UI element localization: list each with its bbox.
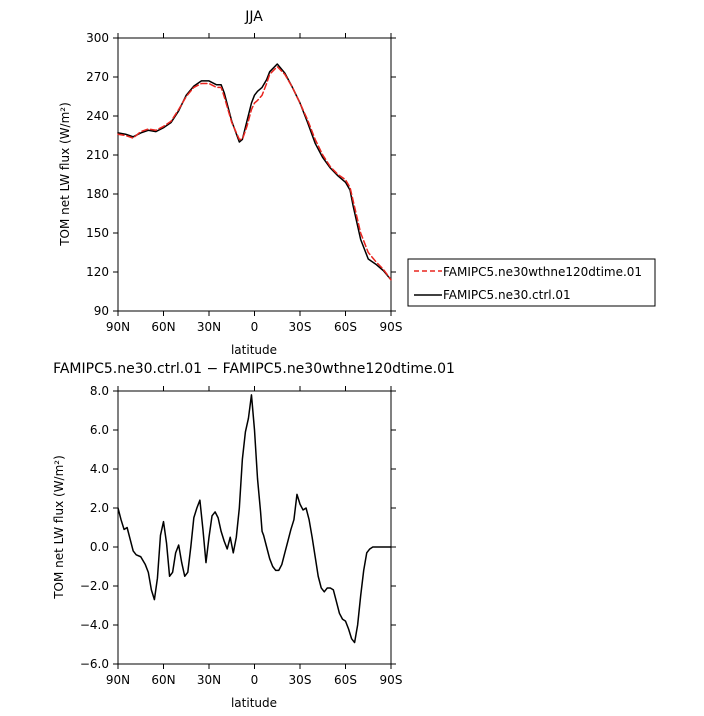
- top-y-tick-label: 210: [86, 148, 109, 162]
- bottom-x-tick-label: 30S: [289, 673, 312, 687]
- top-x-tick-label: 0: [251, 320, 259, 334]
- top-series-line-1: [117, 63, 392, 281]
- top-y-tick-label: 150: [86, 226, 109, 240]
- top-series-line-0: [117, 65, 392, 281]
- top-x-tick-label: 90S: [380, 320, 403, 334]
- top-y-tick-label: 90: [94, 304, 109, 318]
- legend-box: [407, 258, 656, 307]
- bottom-x-axis-label: latitude: [231, 696, 277, 710]
- top-x-tick-label: 30S: [289, 320, 312, 334]
- top-plot-frame: [117, 37, 392, 312]
- bottom-y-tick-label: 4.0: [90, 462, 109, 476]
- bottom-panel: FAMIPC5.ne30.ctrl.01 − FAMIPC5.ne30wthne…: [52, 361, 455, 710]
- top-y-tick-label: 270: [86, 70, 109, 84]
- top-y-tick-label: 300: [86, 31, 109, 45]
- top-series: [117, 63, 392, 281]
- bottom-x-tick-label: 60N: [151, 673, 175, 687]
- bottom-y-tick-label: −6.0: [80, 657, 109, 671]
- bottom-x-tick-label: 0: [251, 673, 259, 687]
- bottom-x-tick-label: 30N: [197, 673, 221, 687]
- top-panel: JJA 90N 60N 30N 0 30S 60S 90S 90 120 150 180 210 240…: [58, 9, 656, 357]
- bottom-x-tick-label: 90N: [106, 673, 130, 687]
- bottom-chart-title: FAMIPC5.ne30.ctrl.01 − FAMIPC5.ne30wthne…: [53, 361, 455, 377]
- legend-label-ctrl: FAMIPC5.ne30.ctrl.01: [443, 288, 571, 302]
- top-y-tick-label: 180: [86, 187, 109, 201]
- bottom-y-tick-label: 8.0: [90, 384, 109, 398]
- bottom-series: [117, 394, 392, 644]
- bottom-x-tick-label: 60S: [334, 673, 357, 687]
- top-x-tick-label: 30N: [197, 320, 221, 334]
- bottom-y-tick-label: −2.0: [80, 579, 109, 593]
- bottom-series-line-0: [117, 394, 392, 644]
- top-y-tick-label: 240: [86, 109, 109, 123]
- top-y-axis-label: TOM net LW flux (W/m²): [58, 102, 72, 247]
- top-x-tick-label: 60N: [151, 320, 175, 334]
- bottom-x-tick-label: 90S: [380, 673, 403, 687]
- bottom-ticks: 90N 60N 30N 0 30S 60S 90S −6.0 −4.0 −2.0 0.0 2.0 4.0…: [80, 384, 403, 687]
- top-chart-title: JJA: [244, 9, 263, 25]
- top-ticks: 90N 60N 30N 0 30S 60S 90S 90 120 150 180 210 240 270 3…: [86, 31, 402, 334]
- bottom-y-tick-label: 6.0: [90, 423, 109, 437]
- top-legend: FAMIPC5.ne30wthne120dtime.01 FAMIPC5.ne3…: [407, 258, 656, 307]
- bottom-y-axis-label: TOM net LW flux (W/m²): [52, 455, 66, 600]
- legend-label-ne30wthne120: FAMIPC5.ne30wthne120dtime.01: [443, 265, 642, 279]
- top-x-tick-label: 60S: [334, 320, 357, 334]
- top-x-tick-label: 90N: [106, 320, 130, 334]
- bottom-y-tick-label: 2.0: [90, 501, 109, 515]
- top-x-axis-label: latitude: [231, 343, 277, 357]
- bottom-y-tick-label: 0.0: [90, 540, 109, 554]
- top-y-tick-label: 120: [86, 265, 109, 279]
- bottom-y-tick-label: −4.0: [80, 618, 109, 632]
